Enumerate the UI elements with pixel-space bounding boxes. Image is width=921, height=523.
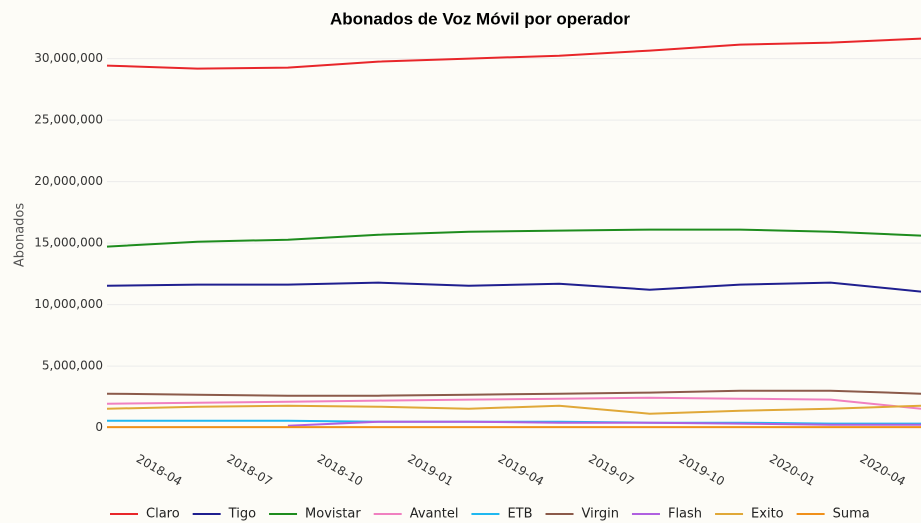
x-tick-label: 2019-01 [405,452,455,489]
legend-item: Avantel [373,507,459,522]
legend-label: Flash [668,507,702,522]
x-tick-label: 2020-04 [857,452,907,489]
legend-label: Avantel [410,507,459,522]
y-tick-label: 0 [95,420,103,434]
legend-label: Claro [146,507,180,522]
series-line [106,37,921,70]
legend-item: Tigo [192,507,256,522]
x-tick-label: 2019-04 [496,452,546,489]
legend-label: Exito [751,507,784,522]
legend-label: Tigo [228,507,256,522]
y-tick-label: 10,000,000 [34,297,103,311]
x-tick-label: 2018-04 [134,452,184,489]
legend-label: Movistar [305,507,361,522]
legend-label: Virgin [582,507,619,522]
legend-item: Claro [110,507,180,522]
x-tick-label: 2019-10 [677,452,727,489]
legend-item: Flash [631,507,702,522]
y-tick-label: 20,000,000 [34,174,103,188]
y-tick-label: 30,000,000 [34,51,103,65]
legend-item: Suma [796,507,870,522]
legend-label: Suma [833,507,870,522]
legend-item: ETB [471,507,533,522]
series-line [106,404,921,415]
x-tick-label: 2019-07 [586,452,636,489]
y-tick-label: 5,000,000 [42,359,103,373]
y-tick-label: 15,000,000 [34,236,103,250]
legend-item: Virgin [545,507,619,522]
series-line [106,389,921,397]
x-tick-label: 2020-01 [767,452,817,489]
y-tick-label: 25,000,000 [34,113,103,127]
series-line [287,420,921,427]
series-line [106,281,921,293]
x-tick-label: 2018-07 [224,452,274,489]
legend-item: Movistar [269,507,361,522]
series-line [106,396,921,410]
chart-title: Abonados de Voz Móvil por operador [330,9,630,28]
y-axis-title: Abonados [13,203,28,268]
legend-label: ETB [507,507,532,522]
legend-item: Exito [715,507,784,522]
series-line [106,228,921,248]
x-tick-label: 2018-10 [315,452,365,489]
